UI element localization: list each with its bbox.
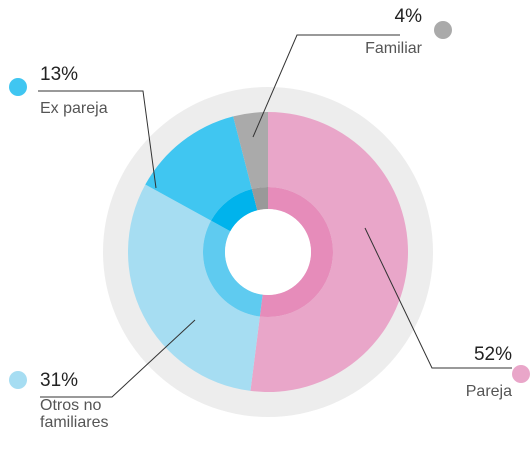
donut-inner-segment [259, 186, 334, 318]
donut-inner-segment [211, 189, 258, 232]
leader-line [40, 319, 196, 398]
label-dot [9, 78, 27, 96]
donut-segment [145, 116, 252, 221]
value-label: 31% [40, 370, 79, 391]
category-label: Ex pareja [40, 100, 108, 117]
label-dot [434, 21, 452, 39]
label-dot [9, 371, 27, 389]
donut-segment [250, 112, 408, 392]
label-dot [512, 365, 530, 383]
value-label: 13% [40, 64, 79, 85]
donut-inner-segment [203, 220, 263, 317]
value-label: 4% [394, 6, 422, 27]
leader-line [364, 227, 512, 369]
donut-segment [233, 112, 268, 190]
donut-inner-segment [251, 187, 268, 211]
category-label: Pareja [465, 383, 512, 400]
category-label: Otros no familiares [40, 397, 109, 431]
leader-line [252, 34, 400, 138]
category-label: Familiar [365, 40, 422, 57]
donut-segment [128, 184, 260, 391]
leader-line [38, 90, 157, 189]
value-label: 52% [473, 344, 512, 365]
donut-hole [225, 209, 311, 295]
